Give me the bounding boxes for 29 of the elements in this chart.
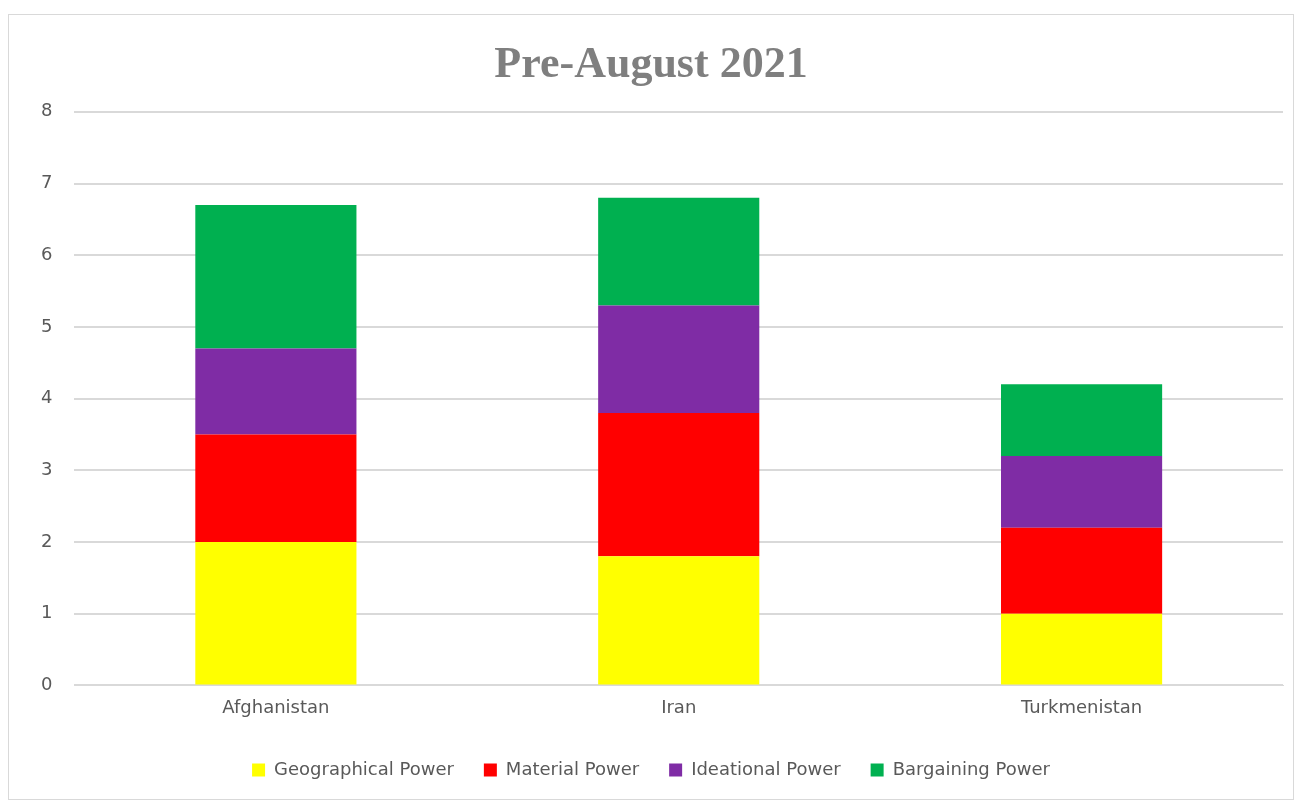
y-tick-label: 1 [41, 601, 53, 623]
bar [598, 197, 760, 306]
y-tick-label: 6 [41, 242, 53, 264]
bar [1001, 455, 1163, 528]
bar [598, 556, 760, 685]
y-tick-label: 4 [41, 386, 53, 408]
y-tick-label: 2 [41, 529, 53, 551]
bar [598, 305, 760, 413]
chart-title: Pre-August 2021 [494, 37, 808, 87]
bar [195, 348, 357, 435]
bar [195, 434, 357, 542]
x-tick-label: Turkmenistan [1019, 695, 1143, 717]
bar [195, 542, 357, 685]
legend-label: Bargaining Power [892, 757, 1051, 779]
bar [598, 412, 760, 557]
y-tick-label: 7 [41, 171, 53, 193]
legend-label: Geographical Power [274, 757, 455, 779]
legend-label: Ideational Power [691, 757, 842, 779]
bar [1001, 613, 1163, 685]
bar [195, 205, 357, 349]
legend-label: Material Power [505, 757, 640, 779]
x-tick-label: Iran [661, 695, 697, 717]
y-tick-label: 5 [41, 314, 53, 336]
x-tick-label: Afghanistan [222, 695, 330, 717]
bar [1001, 384, 1163, 456]
y-tick-label: 3 [41, 457, 53, 479]
y-tick-label: 8 [41, 99, 53, 121]
y-tick-label: 0 [41, 673, 53, 695]
bar [1001, 527, 1163, 614]
